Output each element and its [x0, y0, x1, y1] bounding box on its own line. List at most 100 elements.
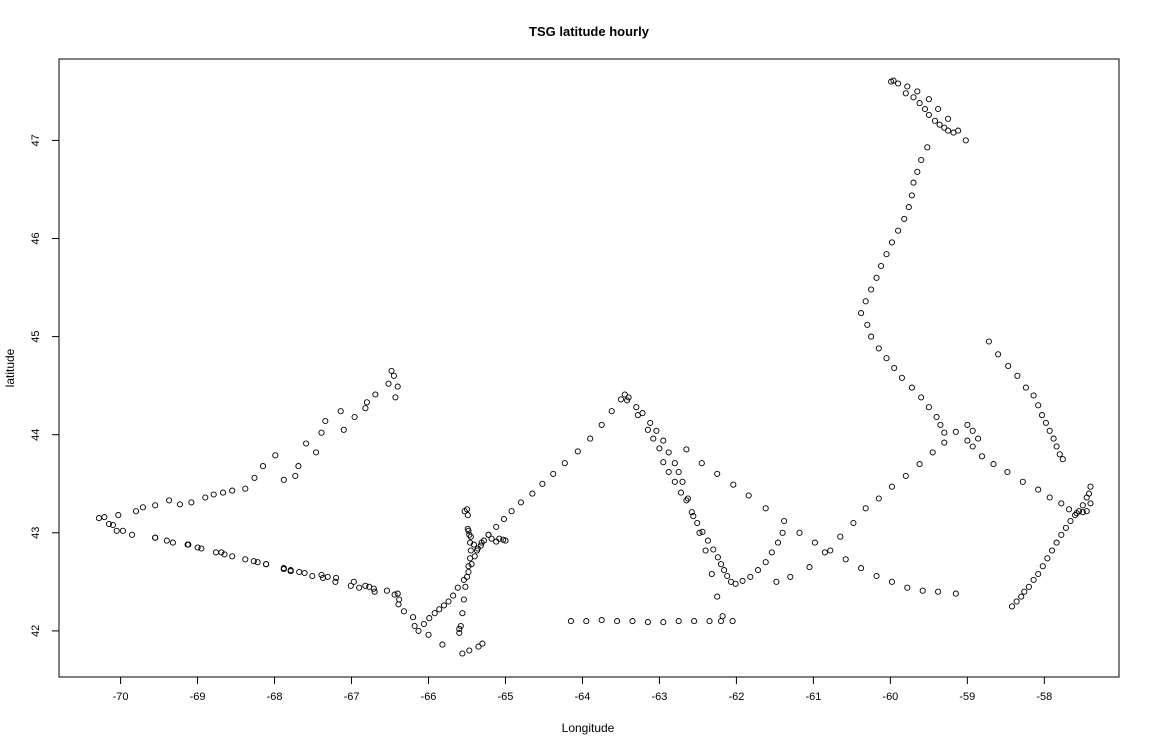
data-point [647, 419, 654, 426]
data-point [263, 561, 270, 568]
data-point [774, 539, 782, 546]
data-point [617, 396, 624, 403]
data-point [1030, 576, 1037, 583]
x-axis-label: Longitude [562, 721, 615, 735]
data-point [1044, 555, 1051, 562]
data-point [383, 587, 390, 594]
data-point [333, 574, 340, 581]
data-point [115, 512, 122, 519]
x-tick-label: -59 [959, 691, 975, 703]
data-point [598, 617, 605, 624]
data-point [868, 286, 875, 293]
data-point [242, 485, 249, 492]
data-point [952, 428, 959, 435]
data-point [910, 94, 917, 101]
data-point [420, 620, 427, 628]
data-point [1087, 483, 1094, 490]
data-point [496, 535, 503, 542]
data-point [280, 566, 287, 573]
data-point [324, 573, 331, 580]
data-point [465, 568, 472, 576]
data-point [671, 460, 678, 467]
data-point [660, 619, 667, 626]
data-point [919, 587, 926, 594]
x-tick-label: -68 [267, 691, 283, 703]
data-point [875, 495, 882, 502]
data-point [392, 394, 399, 401]
data-point [250, 558, 257, 565]
data-point [436, 606, 443, 613]
data-point [400, 608, 407, 615]
data-point [787, 573, 794, 580]
data-point [1058, 500, 1065, 507]
data-point [914, 88, 921, 95]
data-point [708, 570, 715, 578]
x-tick-label: -67 [344, 691, 360, 703]
data-point [902, 90, 909, 97]
data-point [908, 192, 915, 199]
data-point [1046, 427, 1053, 434]
data-point [461, 508, 468, 515]
data-point [210, 491, 217, 498]
chart-title: TSG latitude hourly [529, 24, 650, 39]
data-point [941, 439, 948, 446]
data-point [426, 615, 433, 622]
data-point [322, 417, 329, 425]
data-point [1050, 435, 1057, 442]
data-point [467, 547, 474, 554]
data-point [475, 643, 482, 650]
data-point [698, 460, 705, 467]
data-point [914, 168, 921, 175]
data-point [935, 105, 942, 113]
data-point [696, 529, 703, 536]
data-point [550, 470, 557, 477]
data-point [466, 647, 473, 654]
data-point [439, 641, 446, 648]
data-point [176, 501, 183, 508]
data-point [702, 547, 709, 554]
data-point [762, 505, 769, 512]
data-point [347, 582, 354, 589]
data-point [529, 490, 536, 497]
data-point [539, 480, 546, 487]
data-point [212, 549, 220, 556]
data-point [827, 547, 834, 554]
data-point [745, 492, 752, 499]
data-point [985, 338, 992, 345]
data-point [218, 549, 225, 556]
y-axis-label: latitude [3, 348, 17, 387]
x-tick-label: -62 [728, 691, 744, 703]
data-point [677, 489, 685, 496]
data-point [665, 468, 672, 476]
data-point [952, 590, 959, 597]
data-point [464, 512, 471, 519]
data-points [95, 77, 1094, 657]
data-point [394, 383, 401, 390]
data-point [891, 364, 898, 372]
x-tick-label: -66 [421, 691, 437, 703]
data-point [502, 537, 509, 544]
data-point [1062, 524, 1069, 531]
data-point [995, 351, 1002, 358]
data-point [873, 274, 880, 281]
data-point [583, 618, 590, 625]
data-point [394, 590, 401, 597]
data-point [929, 449, 936, 456]
data-point [910, 179, 917, 186]
data-point [485, 531, 492, 538]
x-tick-label: -58 [1036, 691, 1052, 703]
data-point [337, 408, 344, 415]
data-point [904, 584, 911, 591]
data-point [714, 554, 721, 561]
y-tick-label: 43 [30, 527, 42, 539]
data-point [1046, 494, 1053, 501]
data-point [644, 619, 651, 626]
y-tick-label: 46 [30, 232, 42, 244]
x-tick-label: -69 [190, 691, 206, 703]
data-point [460, 596, 467, 603]
data-point [101, 514, 108, 521]
data-point [873, 572, 880, 580]
data-point [858, 565, 865, 572]
data-point [683, 446, 690, 453]
data-point [905, 204, 912, 211]
